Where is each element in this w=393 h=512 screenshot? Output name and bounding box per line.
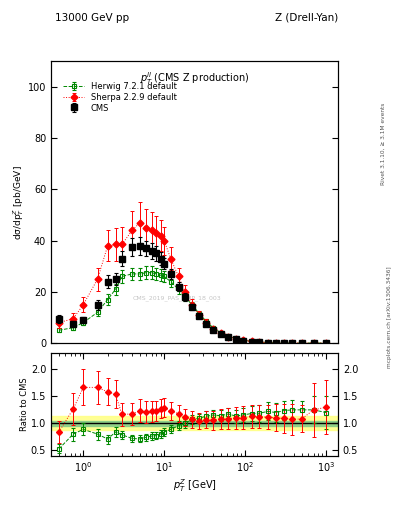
X-axis label: $p_T^Z$ [GeV]: $p_T^Z$ [GeV] bbox=[173, 477, 217, 494]
Text: Z (Drell-Yan): Z (Drell-Yan) bbox=[275, 13, 338, 23]
Text: Rivet 3.1.10, ≥ 3.1M events: Rivet 3.1.10, ≥ 3.1M events bbox=[381, 102, 386, 184]
Text: CMS_2019_PAS_SMP_18_003: CMS_2019_PAS_SMP_18_003 bbox=[133, 295, 222, 301]
Legend: Herwig 7.2.1 default, Sherpa 2.2.9 default, CMS: Herwig 7.2.1 default, Sherpa 2.2.9 defau… bbox=[61, 80, 179, 115]
Bar bbox=[51, 421, 338, 426]
Text: mcplots.cern.ch [arXiv:1306.3436]: mcplots.cern.ch [arXiv:1306.3436] bbox=[387, 267, 391, 368]
Y-axis label: dσ/dp$_T^Z$ [pb/GeV]: dσ/dp$_T^Z$ [pb/GeV] bbox=[11, 165, 26, 240]
Text: $p_T^{ll}$ (CMS Z production): $p_T^{ll}$ (CMS Z production) bbox=[140, 70, 249, 87]
Bar bbox=[51, 416, 338, 431]
Text: 13000 GeV pp: 13000 GeV pp bbox=[55, 13, 129, 23]
Y-axis label: Ratio to CMS: Ratio to CMS bbox=[20, 378, 29, 431]
